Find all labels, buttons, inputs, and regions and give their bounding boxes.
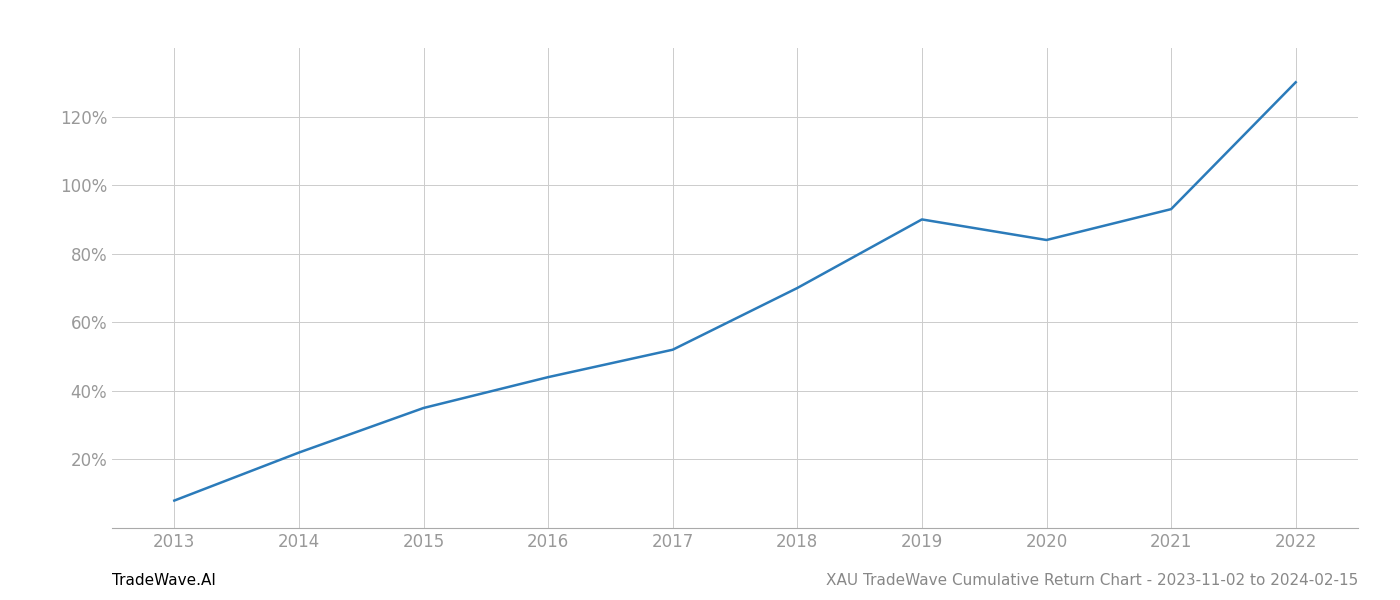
Text: XAU TradeWave Cumulative Return Chart - 2023-11-02 to 2024-02-15: XAU TradeWave Cumulative Return Chart - … [826, 573, 1358, 588]
Text: TradeWave.AI: TradeWave.AI [112, 573, 216, 588]
